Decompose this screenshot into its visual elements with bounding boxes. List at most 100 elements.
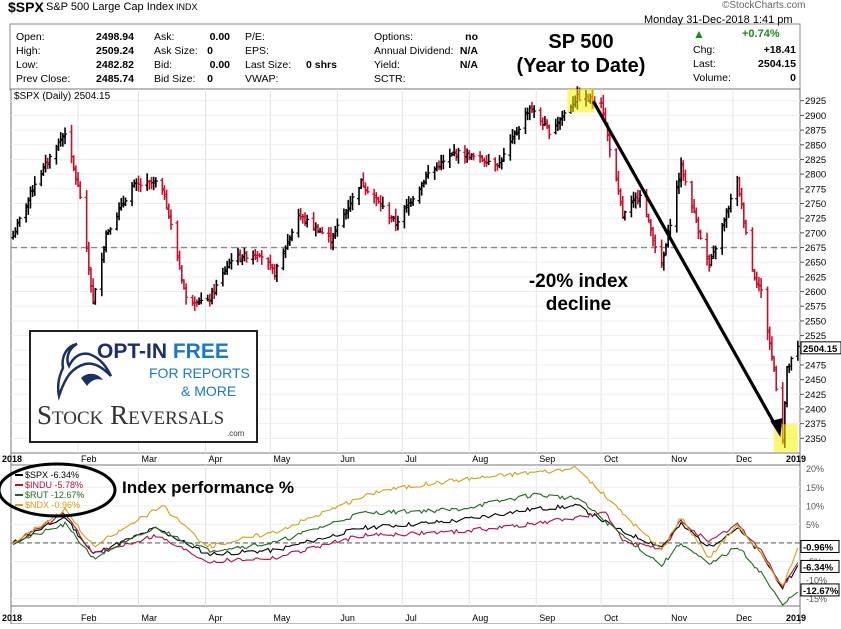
bottom-date-axis-label: Jul — [405, 613, 417, 623]
price-legend: $SPX (Daily) 2504.15 — [14, 91, 111, 102]
perf-tick-label: 15% — [806, 483, 824, 493]
bottom-date-axis-label: Sep — [539, 613, 555, 623]
ad-line3: & MORE — [181, 383, 237, 399]
volume-value: 0 — [790, 72, 796, 84]
last-value-tag: 2504.15 — [803, 344, 838, 355]
price-tick-label: 2400 — [805, 404, 826, 415]
ad-optin: OPT-IN — [97, 340, 173, 363]
pe-label: P/E: — [245, 31, 265, 43]
last-size-value: 0 shrs — [306, 59, 337, 71]
perf-legend-label: $SPX -6.34% — [25, 470, 79, 480]
chg-value: +18.41 — [763, 44, 796, 56]
date-axis-label: Jul — [405, 454, 417, 464]
ad-headline: OPT-IN FREE — [97, 340, 229, 364]
price-tick-label: 2925 — [805, 96, 826, 107]
bottom-date-axis-label: Feb — [81, 613, 97, 623]
bid-size-value: 0 — [207, 73, 213, 85]
index-name: S&P 500 Large Cap Index — [46, 1, 174, 13]
last-value: 2504.15 — [758, 58, 796, 70]
price-tick-label: 2750 — [805, 199, 826, 210]
price-tick-label: 2525 — [805, 331, 826, 342]
dividend-label: Annual Dividend: — [374, 45, 454, 57]
bottom-date-axis-label: May — [273, 613, 291, 623]
options-value: no — [465, 31, 478, 43]
yield-value: N/A — [459, 59, 478, 71]
chg-label: Chg: — [693, 44, 716, 56]
decline-line2: decline — [545, 294, 612, 315]
perf-end-tag: -6.34% — [803, 562, 834, 573]
high-label: High: — [16, 45, 41, 57]
perf-series-line — [12, 492, 799, 606]
price-tick-label: 2475 — [805, 360, 826, 371]
bottom-date-axis-label: Oct — [604, 613, 619, 623]
stockcharts-brand[interactable]: ©StockCharts.com — [722, 0, 806, 11]
price-tick-label: 2600 — [805, 287, 826, 298]
price-tick-label: 2875 — [805, 126, 826, 137]
perf-tick-label: 10% — [806, 501, 824, 511]
pct-change: +0.74% — [742, 28, 780, 40]
price-tick-label: 2775 — [805, 184, 826, 195]
last-value-tag-box — [800, 341, 841, 355]
ad-line2: FOR REPORTS — [149, 365, 250, 381]
eps-label: EPS: — [245, 45, 269, 57]
bottom-date-axis-label: 2018 — [2, 613, 22, 623]
open-value: 2498.94 — [96, 31, 134, 43]
price-tick-label: 2425 — [805, 390, 826, 401]
ask-size-value: 0 — [207, 45, 213, 57]
symbol: $SPX — [8, 0, 44, 15]
date-axis-label: Dec — [736, 454, 753, 464]
price-tick-label: 2800 — [805, 170, 826, 181]
price-tick-label: 2900 — [805, 111, 826, 122]
ask-label: Ask: — [154, 31, 175, 43]
volume-label: Volume: — [693, 72, 731, 84]
sctr-label: SCTR: — [374, 73, 406, 85]
last-label: Last: — [693, 58, 716, 70]
options-label: Options: — [374, 31, 414, 43]
bottom-date-axis-label: Aug — [472, 613, 488, 623]
bull-logo-icon — [56, 342, 113, 401]
date-axis-label: Jun — [340, 454, 355, 464]
bottom-date-axis-label: Mar — [142, 613, 158, 623]
date-axis-strip — [10, 452, 801, 466]
perf-end-tag-box — [800, 583, 840, 597]
decline-arrow-line — [591, 100, 778, 428]
date-axis-label: Aug — [472, 454, 488, 464]
up-arrow-icon: ▲ — [693, 27, 705, 41]
perf-tick-label: -15% — [806, 594, 827, 604]
date-axis-label: Nov — [671, 454, 688, 464]
bottom-date-axis-label: Jun — [340, 613, 355, 623]
price-tick-label: 2850 — [805, 140, 826, 151]
legend-circle-annotation — [0, 462, 117, 518]
annotation-title-line2: (Year to Date) — [516, 55, 646, 77]
open-label: Open: — [16, 31, 45, 43]
perf-series-line — [12, 511, 799, 589]
price-tick-label: 2625 — [805, 272, 826, 283]
last-size-label: Last Size: — [245, 59, 292, 71]
bottom-date-axis-label: 2019 — [786, 613, 806, 623]
quote-panel-frame — [9, 23, 801, 91]
exchange: INDX — [176, 2, 198, 12]
ad-brand-stock: Stock — [37, 400, 104, 430]
bottom-date-axis-label: Apr — [209, 613, 223, 623]
perf-end-tag: -0.96% — [803, 542, 834, 553]
annotation-title-line1: SP 500 — [548, 31, 614, 53]
ad-box[interactable]: OPT-IN FREE FOR REPORTS & MORE Stock Rev… — [29, 330, 258, 443]
date-axis-label: Mar — [142, 454, 158, 464]
high-value: 2509.24 — [96, 45, 134, 57]
vwap-label: VWAP: — [245, 73, 279, 85]
datetime: Monday 31-Dec-2018 1:41 pm — [644, 14, 793, 26]
perf-series-line — [12, 466, 799, 587]
dividend-value: N/A — [459, 45, 478, 57]
decline-annotation: -20% index decline — [516, 270, 641, 316]
decline-line1: -20% index — [528, 271, 629, 292]
chart-annotation-title: SP 500 (Year to Date) — [516, 30, 646, 78]
candles — [11, 86, 800, 448]
date-axis-label: May — [273, 454, 291, 464]
perf-annotation: Index performance % — [122, 478, 294, 497]
ad-brand-reversals: Reversals — [110, 400, 225, 430]
perf-series-line — [12, 503, 799, 591]
date-axis-label: 2019 — [786, 454, 806, 464]
price-tick-label: 2725 — [805, 214, 826, 225]
